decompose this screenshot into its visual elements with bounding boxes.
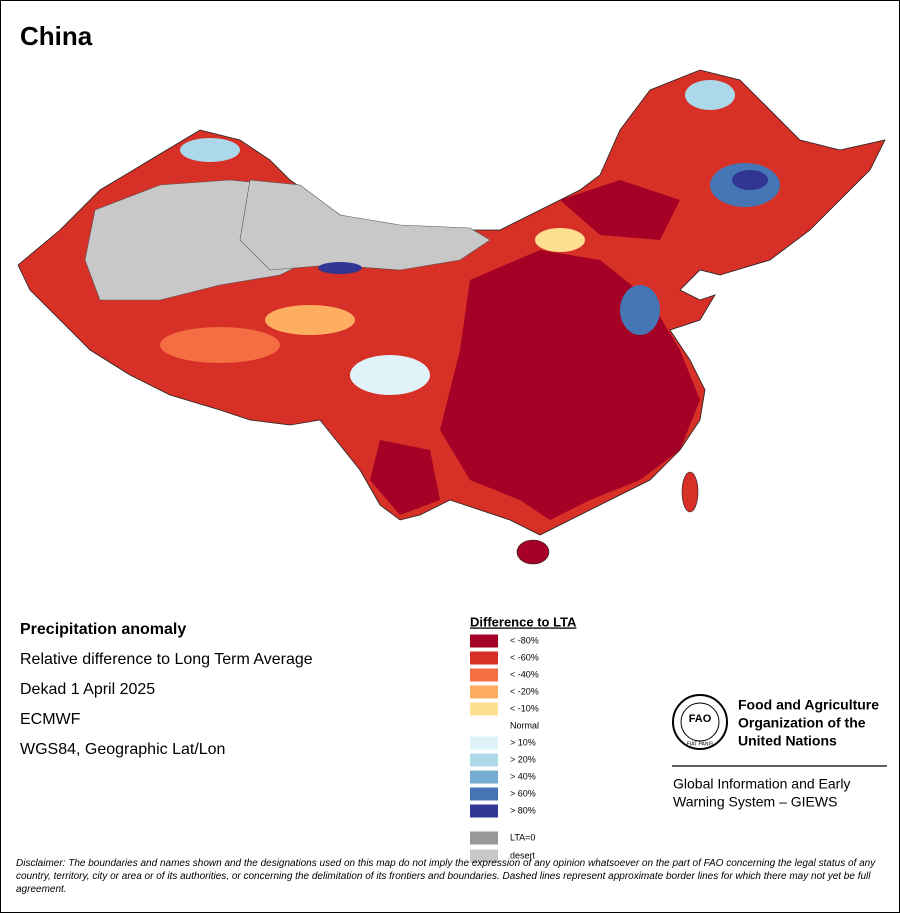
org-name: United Nations [738,733,837,749]
info-title: Precipitation anomaly [20,621,186,638]
legend-label: > 60% [510,788,536,798]
legend-label: LTA=0 [510,832,535,842]
info-line: Dekad 1 April 2025 [20,681,155,698]
info-line: WGS84, Geographic Lat/Lon [20,741,225,758]
anomaly-area [180,138,240,162]
legend-swatch [470,804,498,818]
anomaly-area [160,327,280,363]
anomaly-area [350,355,430,395]
org-name: Food and Agriculture [738,697,879,713]
logo-emblem: FAO [689,713,712,725]
legend-label: < -60% [510,652,539,662]
legend-swatch [470,651,498,665]
legend-swatch [470,787,498,801]
anomaly-area [318,262,362,274]
anomaly-area [560,180,680,240]
desert-area [239,179,491,271]
fao-logo: FAO FIAT PANIS [672,694,728,750]
legend-swatch [470,685,498,699]
logo-ring [680,702,720,742]
info-block: Relative difference to Long Term Average… [20,651,313,758]
legend-title: Difference to LTA [470,614,577,629]
anomaly-area [265,305,355,335]
system-name: Global Information and Early [673,776,850,792]
organization: Food and Agriculture Organization of the U… [673,697,879,810]
legend-label: < -20% [510,686,539,696]
island [681,471,699,513]
legend-swatch [470,831,498,845]
legend-label: < -10% [510,703,539,713]
legend-label: > 20% [510,754,536,764]
legend-label: desert [510,850,536,860]
system-name: Warning System – GIEWS [673,794,837,810]
anomaly-area [370,440,440,515]
logo-motto: FIAT PANIS [687,741,714,747]
legend-swatch [470,736,498,750]
logo-ring [672,694,728,750]
legend-swatch [470,668,498,682]
anomaly-area [732,170,768,190]
island [516,539,550,565]
disclaimer: Disclaimer: The boundaries and names sho… [16,858,876,895]
info-line: Relative difference to Long Term Average [20,651,313,668]
legend: < -80% < -60% < -40% < -20% < -10% Normal > 10… [470,634,539,863]
anomaly-area [685,80,735,110]
legend-label: > 80% [510,805,536,815]
legend-swatch [470,702,498,716]
legend-label: > 10% [510,737,536,747]
legend-swatch [470,849,498,863]
legend-label: > 40% [510,771,536,781]
anomaly-area [620,285,660,335]
legend-swatch [470,770,498,784]
legend-label: Normal [510,720,539,730]
info-line: ECMWF [20,711,81,728]
map-title: China [20,21,93,51]
legend-swatch [470,634,498,648]
china-map [17,69,886,565]
org-name: Organization of the [738,715,866,731]
legend-label: < -80% [510,635,539,645]
anomaly-area [535,228,585,252]
legend-label: < -40% [510,669,539,679]
legend-swatch [470,753,498,767]
